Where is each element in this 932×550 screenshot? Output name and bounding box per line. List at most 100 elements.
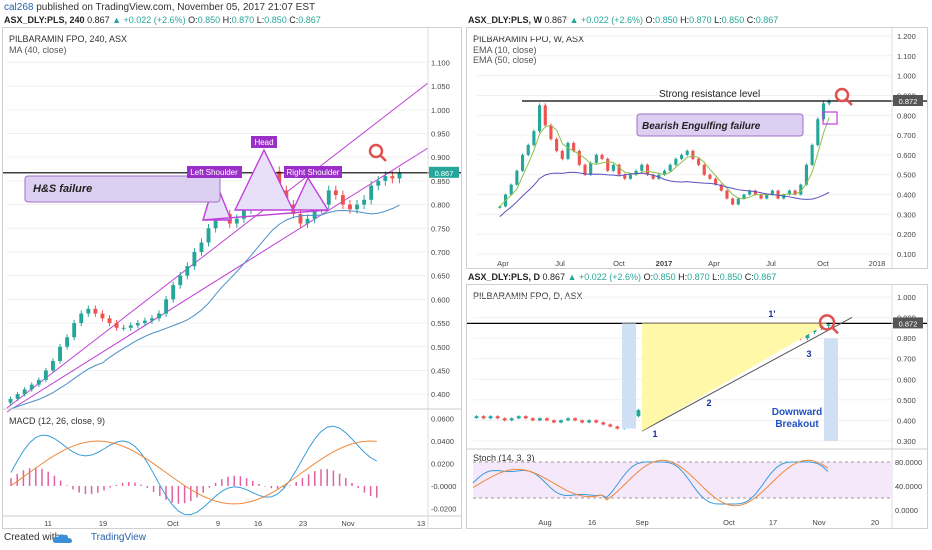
rt-c-label: C:	[746, 15, 756, 25]
stoch-ytick-label: 80.0000	[895, 458, 922, 467]
rb-candle	[559, 420, 563, 423]
rb-c-label: C:	[744, 272, 754, 282]
rt-candle	[702, 164, 706, 175]
left-ma-label: MA (40, close)	[9, 45, 67, 55]
rt-candle	[776, 190, 780, 199]
rb-chart[interactable]: PILBARAMIN FPO, D, ASX 1 2 1' 3 DownwardBrea…	[467, 285, 927, 528]
rt-candle	[679, 154, 684, 159]
left-candle	[383, 176, 388, 181]
left-candle	[234, 218, 239, 224]
rt-candle	[543, 105, 547, 126]
rt-candle	[821, 103, 826, 120]
rb-symbol-header: ASX_DLY:PLS, D 0.867 ▲ +0.022 (+2.6%) O:…	[468, 272, 776, 282]
left-candle	[340, 195, 345, 205]
rt-candle	[594, 154, 598, 163]
rb-open: 0.850	[653, 272, 676, 282]
rb-xtick-label: 16	[588, 518, 596, 527]
rt-xtick-label: Apr	[497, 259, 509, 268]
rb-candle	[502, 418, 507, 421]
rt-ytick-label: 0.700	[897, 131, 916, 140]
rb-candle	[594, 420, 599, 423]
rb-candle	[495, 416, 500, 419]
rt-xtick-label: Jul	[555, 259, 565, 268]
right-shoulder-label: Right Shoulder	[287, 168, 340, 177]
left-candle	[362, 199, 367, 205]
rt-xtick-label: Oct	[817, 259, 830, 268]
rb-ytick-label: 0.800	[897, 334, 916, 343]
left-ytick-label: 1.050	[431, 82, 450, 91]
footer: Created with TradingView	[4, 532, 146, 543]
left-upper-channel-line	[6, 82, 429, 409]
rt-candle	[617, 164, 621, 175]
publisher-user[interactable]: cal268	[4, 2, 34, 13]
rt-symbol-header: ASX_DLY:PLS, W 0.867 ▲ +0.022 (+2.6%) O:…	[468, 15, 778, 25]
macd-ytick-label: 0.0200	[431, 460, 454, 469]
left-candle	[199, 242, 204, 252]
left-ytick-label: 0.650	[431, 272, 450, 281]
rb-candle	[805, 332, 810, 339]
stoch-d-line	[472, 459, 829, 507]
rb-chart-title: PILBARAMIN FPO, D, ASX	[473, 291, 583, 301]
left-candle	[171, 285, 176, 300]
point-3-label: 3	[806, 349, 811, 359]
rt-candle	[804, 164, 809, 185]
left-ytick-label: 0.600	[431, 295, 450, 304]
rb-candle	[530, 418, 535, 421]
rt-candle	[515, 170, 519, 185]
rb-candle	[826, 324, 831, 326]
point-1-label: 1	[652, 429, 657, 439]
rb-ytick-label: 0.400	[897, 416, 916, 425]
left-l-label: L:	[256, 15, 265, 25]
rt-chart-panel[interactable]: PILBARAMIN FPO, W, ASX EMA (10, close) E…	[466, 27, 928, 269]
left-ytick-label: 0.550	[431, 319, 450, 328]
right-shoulder-triangle	[291, 176, 330, 211]
rb-candle	[544, 418, 549, 421]
rb-price-tag-label: 0.872	[899, 319, 918, 328]
rb-l-label: L:	[712, 272, 720, 282]
rt-candle	[520, 154, 525, 171]
left-open: 0.850	[197, 15, 221, 25]
left-candle	[157, 313, 161, 319]
footer-brand[interactable]: TradingView	[90, 532, 146, 543]
rt-candle	[782, 194, 786, 199]
left-chart-panel[interactable]: PILBARAMIN FPO, 240, ASX MA (40, close) …	[2, 27, 462, 529]
rt-chart[interactable]: PILBARAMIN FPO, W, ASX EMA (10, close) E…	[467, 28, 927, 268]
left-ytick-label: 1.000	[431, 106, 450, 115]
rt-candle	[759, 194, 763, 199]
rb-chart-panel[interactable]: PILBARAMIN FPO, D, ASX 1 2 1' 3 Downward Brea…	[466, 284, 928, 529]
rb-candle	[552, 420, 556, 423]
left-candle	[58, 346, 62, 361]
left-shoulder-label: Left Shoulder	[190, 168, 238, 177]
rb-close: 0.867	[753, 272, 777, 282]
left-price-tag-label: 0.867	[435, 169, 454, 178]
left-low: 0.850	[264, 15, 287, 25]
left-h-label: H:	[222, 15, 232, 25]
left-candle	[369, 185, 374, 200]
left-candle	[206, 228, 211, 243]
left-ytick-label: 0.800	[431, 201, 450, 210]
left-candle	[376, 180, 381, 186]
rb-right-blue-bar	[824, 338, 838, 441]
rt-xtick-label: Jul	[766, 259, 776, 268]
rt-candle	[810, 145, 814, 165]
publisher-line: cal268 published on TradingView.com, Nov…	[0, 0, 932, 14]
rt-price-tag	[893, 95, 923, 107]
stoch-band	[473, 462, 892, 498]
rb-ytick-label: 0.500	[897, 396, 916, 405]
left-chart[interactable]: PILBARAMIN FPO, 240, ASX MA (40, close) …	[3, 28, 461, 528]
left-candle	[192, 251, 197, 267]
left-candle	[86, 308, 91, 314]
rb-candle	[573, 418, 578, 421]
rt-candle	[736, 198, 740, 205]
rt-ytick-label: 0.400	[897, 191, 916, 200]
left-candle	[51, 360, 55, 371]
rt-candle	[697, 158, 701, 165]
rt-candle	[589, 162, 593, 175]
left-candle	[348, 204, 352, 210]
head-label: Head	[254, 138, 273, 147]
rb-ytick-label: 1.000	[897, 293, 916, 302]
left-candle	[305, 218, 310, 224]
rb-xtick-label: Oct	[723, 518, 736, 527]
left-candle	[333, 190, 338, 196]
left-candle	[43, 370, 48, 380]
